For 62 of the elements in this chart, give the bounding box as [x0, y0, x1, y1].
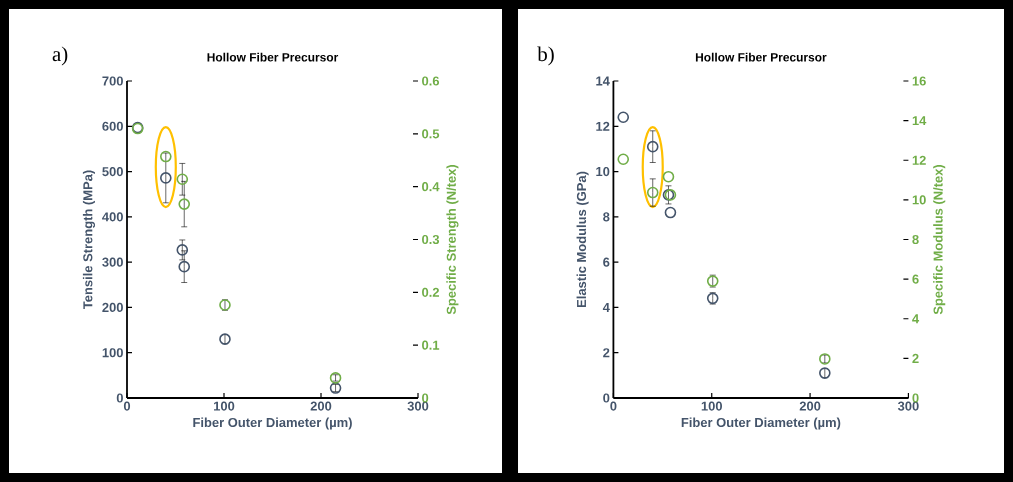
- point: [617, 111, 630, 124]
- y-tick-label: 100: [102, 348, 123, 358]
- y-tick-label: 200: [102, 302, 123, 313]
- y-tick-label: 10: [596, 166, 610, 177]
- y-tick-label: 6: [603, 257, 610, 267]
- x-tick-label: 0: [610, 401, 617, 411]
- y-tick-label: 8: [603, 212, 610, 222]
- point: [178, 260, 191, 273]
- y-tick-label: 400: [102, 212, 123, 222]
- y-tick-label: 4: [602, 302, 610, 312]
- point: [664, 206, 677, 219]
- y2-tick-label: 4: [912, 314, 920, 324]
- y2-tick-label: 8: [912, 234, 919, 245]
- y2-tick-label: 0.6: [422, 76, 440, 86]
- x-tick-label: 0: [123, 401, 131, 411]
- y-tick-label: 700: [102, 76, 123, 86]
- x-tick-label: 200: [799, 401, 821, 411]
- x-axis-title: Fiber Outer Diameter (µm): [681, 417, 841, 430]
- y2-tick-label: 0.5: [422, 129, 440, 139]
- y-tick-label: 500: [102, 166, 123, 177]
- point: [178, 198, 191, 210]
- point: [160, 150, 172, 163]
- y-axis-title: Tensile Strength (MPa): [82, 170, 96, 310]
- text: a): [52, 46, 68, 66]
- x-tick-label: 100: [214, 401, 235, 411]
- x-tick-label: 300: [897, 401, 919, 411]
- y-tick-label: 12: [596, 121, 610, 131]
- y-tick-label: 14: [596, 76, 610, 86]
- y2-tick-label: 14: [912, 116, 927, 126]
- chart-title: Hollow Fiber Precursor: [695, 52, 827, 62]
- y2-tick-label: 2: [912, 353, 919, 363]
- y2-tick-label: 10: [912, 195, 926, 205]
- point: [662, 170, 675, 183]
- y-axis-title: Elastic Modulus (GPa): [576, 171, 589, 307]
- y-tick-label: 0: [603, 393, 610, 403]
- y2-tick-label: 0.1: [422, 340, 440, 350]
- point: [176, 244, 189, 256]
- y2-axis-title: Specific Strength (N/tex): [446, 164, 459, 315]
- y2-tick-label: 0.3: [422, 234, 440, 245]
- y-tick-label: 0: [116, 393, 123, 403]
- y2-tick-label: 0.4: [422, 182, 440, 192]
- point: [646, 186, 659, 199]
- y2-axis-title: Specific Modulus (N/tex): [933, 164, 946, 315]
- x-tick-label: 300: [407, 401, 429, 411]
- point: [176, 173, 189, 186]
- chart-title: Hollow Fiber Precursor: [207, 52, 339, 62]
- y-tick-label: 300: [102, 257, 123, 267]
- y2-tick-label: 12: [912, 155, 926, 165]
- point: [646, 140, 659, 153]
- y-tick-label: 2: [603, 348, 610, 358]
- y2-tick-label: 0.2: [422, 287, 440, 297]
- y-tick-label: 600: [102, 121, 123, 131]
- x-tick-label: 100: [701, 401, 723, 411]
- y2-tick-label: 0: [422, 393, 429, 403]
- x-axis-title: Fiber Outer Diameter (µm): [193, 417, 352, 430]
- point: [617, 153, 630, 166]
- y2-tick-label: 0: [912, 393, 919, 403]
- text: b): [537, 46, 554, 66]
- point: [160, 172, 172, 184]
- y2-tick-label: 16: [912, 76, 926, 86]
- x-tick-label: 200: [310, 401, 332, 411]
- y2-tick-label: 6: [912, 274, 919, 284]
